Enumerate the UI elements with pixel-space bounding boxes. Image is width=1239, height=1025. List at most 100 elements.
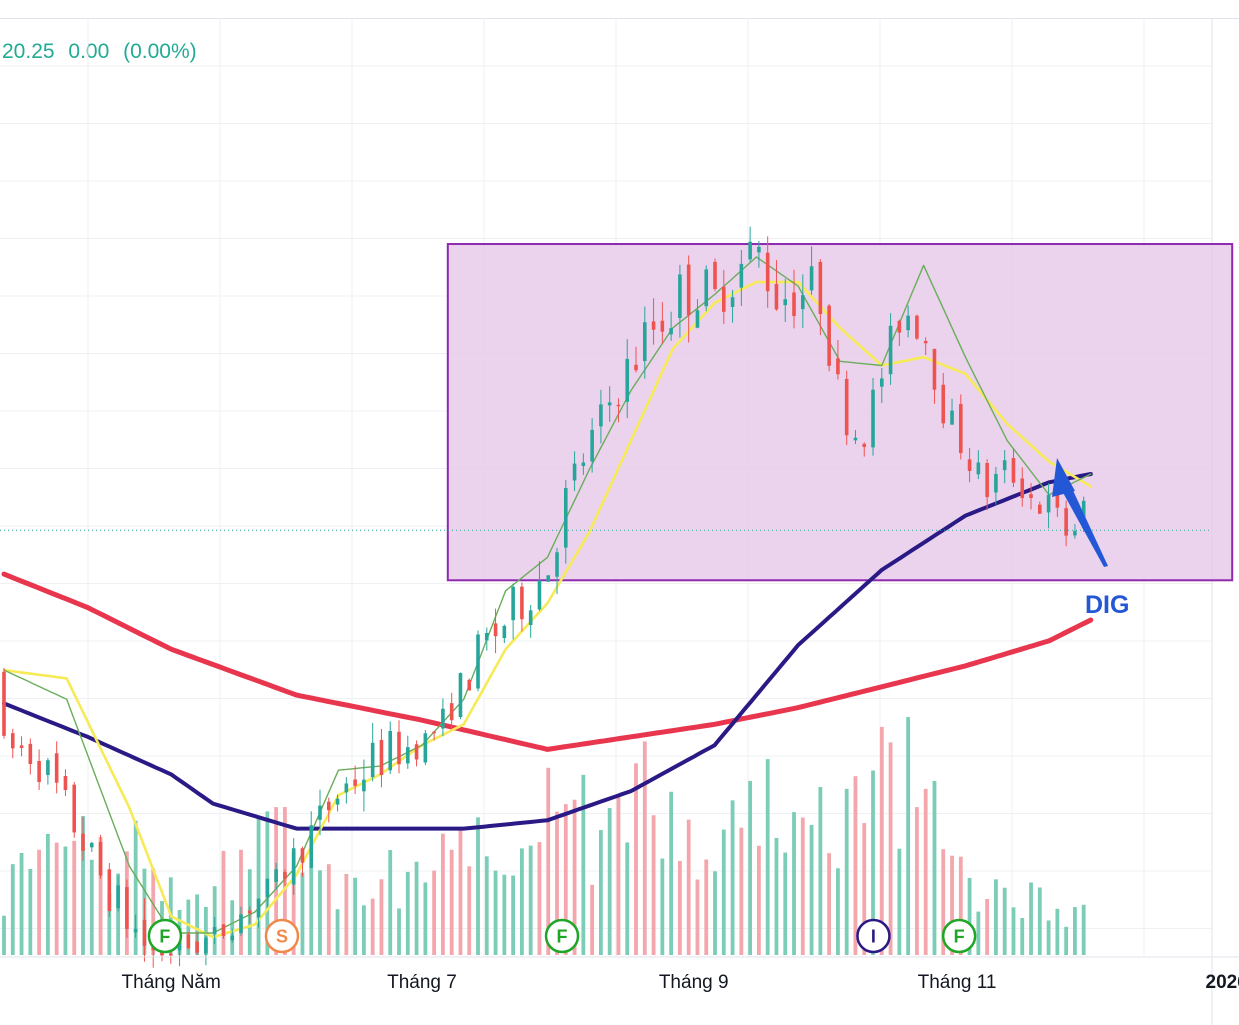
candle-body bbox=[818, 261, 823, 314]
volume-bar bbox=[476, 817, 480, 955]
candle bbox=[809, 246, 814, 295]
volume-bar bbox=[651, 815, 656, 955]
candle-body bbox=[686, 264, 691, 316]
event-marker-circle bbox=[264, 918, 300, 954]
candle-body bbox=[713, 261, 717, 289]
volume-bar bbox=[107, 893, 112, 955]
candle-body bbox=[247, 910, 252, 914]
candle-body bbox=[800, 295, 805, 310]
candle bbox=[1046, 483, 1051, 529]
candle bbox=[81, 817, 85, 861]
candle-body bbox=[46, 760, 50, 776]
candle-body bbox=[204, 937, 208, 954]
candle-body bbox=[721, 286, 726, 312]
price-legend: 20.25 0.00 (0.00%) bbox=[2, 40, 205, 64]
candle-body bbox=[326, 801, 331, 811]
candle bbox=[484, 627, 489, 651]
candle-body bbox=[528, 610, 533, 626]
candle-body bbox=[405, 747, 410, 764]
candle-body bbox=[511, 586, 515, 621]
volume-bar bbox=[950, 855, 954, 955]
ma-mid-line bbox=[2, 280, 1093, 939]
range-box[interactable] bbox=[446, 243, 1234, 582]
candle-body bbox=[10, 733, 15, 749]
volume-bar bbox=[932, 780, 937, 955]
event-marker-letter: F bbox=[159, 927, 170, 947]
volume-bar bbox=[28, 868, 33, 955]
candle-body bbox=[133, 928, 138, 933]
candle-body bbox=[441, 708, 445, 729]
candle bbox=[247, 906, 252, 924]
volume-bar bbox=[133, 820, 138, 955]
candle bbox=[107, 863, 112, 917]
candle bbox=[967, 447, 972, 483]
event-marker-circle bbox=[147, 918, 183, 954]
candle bbox=[326, 797, 331, 823]
candle bbox=[616, 398, 621, 423]
candle bbox=[133, 914, 138, 938]
candle-body bbox=[853, 437, 858, 441]
candle bbox=[660, 302, 665, 344]
candle bbox=[63, 769, 68, 797]
candle bbox=[704, 265, 709, 312]
candle-body bbox=[871, 389, 875, 448]
candle-body bbox=[1029, 494, 1033, 498]
volume-bar bbox=[546, 767, 551, 955]
candle-body bbox=[1055, 489, 1060, 508]
candle-body bbox=[923, 340, 928, 344]
candle-body bbox=[730, 297, 735, 307]
volume-bar bbox=[800, 817, 805, 955]
volume-bar bbox=[915, 807, 919, 955]
candle-body bbox=[976, 462, 981, 475]
candle bbox=[449, 692, 454, 729]
volume-bar bbox=[370, 898, 375, 955]
candle-body bbox=[880, 378, 884, 387]
candle bbox=[19, 736, 24, 757]
candle bbox=[186, 931, 191, 950]
candle bbox=[335, 794, 340, 812]
candle-body bbox=[221, 924, 226, 937]
candle-body bbox=[353, 779, 357, 786]
candle bbox=[467, 678, 472, 691]
volume-bar bbox=[599, 830, 603, 955]
candle bbox=[300, 846, 305, 877]
volume-bar bbox=[721, 829, 726, 955]
candle-body bbox=[765, 252, 770, 292]
candle bbox=[511, 583, 515, 640]
volume-bar bbox=[405, 871, 410, 955]
candle bbox=[555, 547, 559, 595]
candle bbox=[880, 368, 884, 404]
candle-body bbox=[642, 322, 647, 362]
candle-body bbox=[844, 378, 849, 436]
candle bbox=[976, 450, 981, 480]
candle bbox=[1073, 524, 1077, 539]
volume-bar bbox=[239, 849, 243, 955]
candle-body bbox=[836, 358, 840, 375]
volume-bar bbox=[256, 816, 261, 955]
candle-body bbox=[98, 841, 103, 876]
volume-bar bbox=[844, 788, 849, 955]
volume-bar bbox=[528, 845, 533, 955]
candle bbox=[1011, 448, 1016, 487]
candle bbox=[994, 466, 998, 505]
volume-bar bbox=[151, 868, 156, 955]
volume-bar bbox=[89, 859, 94, 955]
volume-bar bbox=[678, 860, 682, 955]
volume-bar bbox=[897, 848, 902, 955]
candle-body bbox=[634, 364, 638, 371]
candle-body bbox=[168, 953, 173, 956]
volume-bar bbox=[449, 849, 454, 955]
candle-body bbox=[107, 869, 112, 912]
candle bbox=[844, 370, 849, 446]
candle bbox=[344, 777, 349, 804]
moving-averages bbox=[1, 256, 1094, 939]
candle bbox=[915, 314, 919, 341]
volume-bar bbox=[537, 842, 542, 955]
price-change-percent: (0.00%) bbox=[123, 40, 197, 63]
volume-bar bbox=[72, 840, 77, 955]
event-marker-circle bbox=[941, 918, 977, 954]
candle-body bbox=[563, 488, 568, 548]
candle bbox=[116, 875, 120, 912]
time-axis-label: 2026 bbox=[1206, 972, 1239, 993]
